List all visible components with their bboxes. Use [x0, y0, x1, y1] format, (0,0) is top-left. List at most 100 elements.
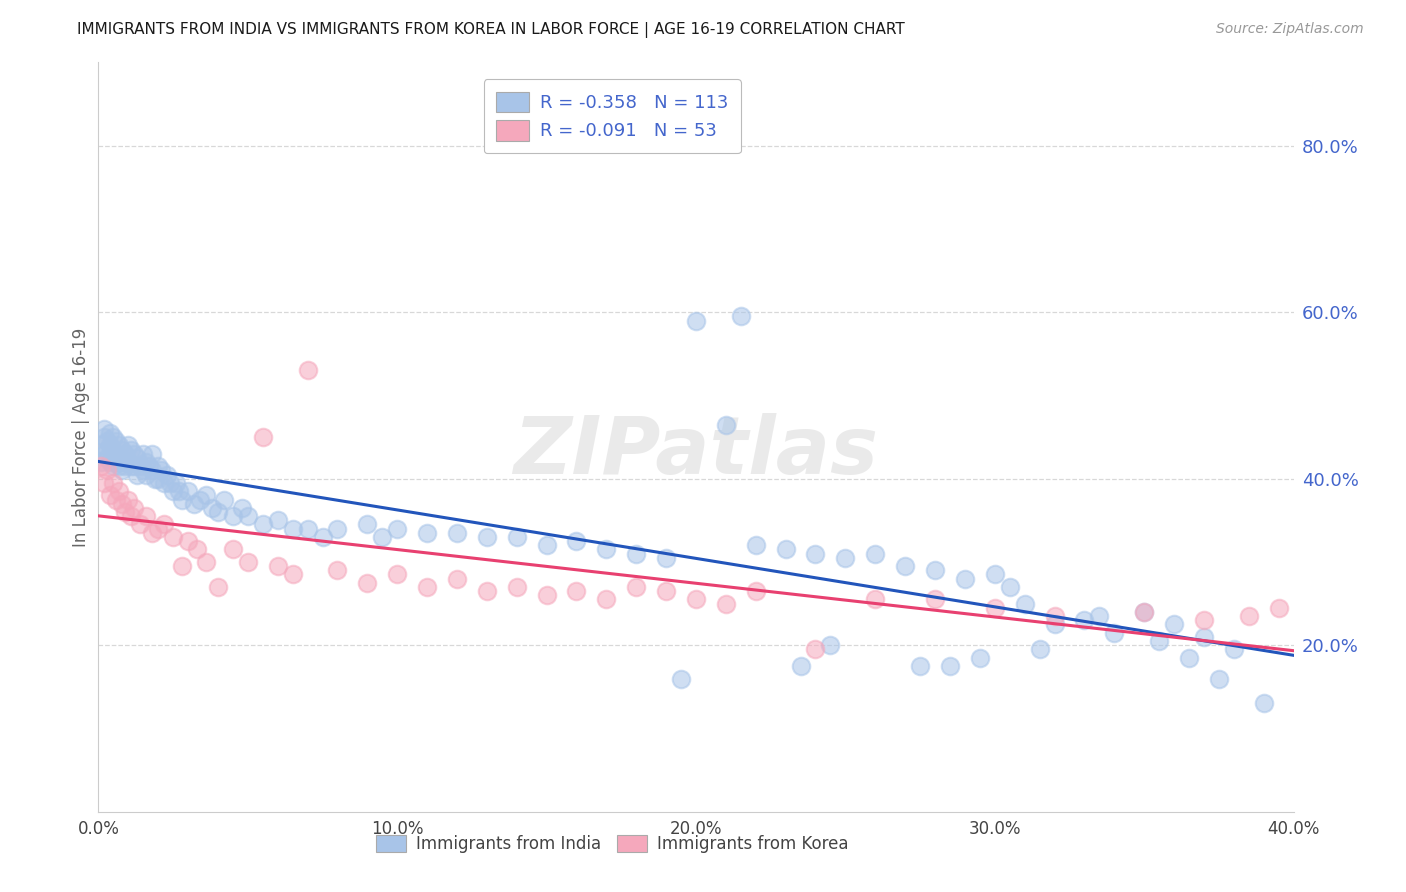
Point — [1192, 630, 1215, 644]
Text: Source: ZipAtlas.com: Source: ZipAtlas.com — [1216, 22, 1364, 37]
Point — [212, 492, 235, 507]
Y-axis label: In Labor Force | Age 16-19: In Labor Force | Age 16-19 — [72, 327, 90, 547]
Point — [626, 547, 648, 561]
Point — [1043, 617, 1066, 632]
Point — [416, 580, 439, 594]
Point — [93, 430, 115, 444]
Point — [385, 522, 409, 536]
Point — [953, 572, 976, 586]
Point — [127, 467, 149, 482]
Point — [655, 550, 678, 565]
Point — [111, 442, 134, 457]
Point — [908, 659, 931, 673]
Point — [117, 438, 139, 452]
Point — [120, 509, 142, 524]
Point — [1073, 613, 1095, 627]
Point — [143, 472, 166, 486]
Point — [252, 517, 274, 532]
Point — [865, 547, 887, 561]
Point — [201, 500, 224, 515]
Point — [894, 559, 917, 574]
Point — [96, 463, 118, 477]
Point — [96, 442, 118, 457]
Point — [124, 500, 146, 515]
Point — [129, 459, 152, 474]
Point — [132, 463, 155, 477]
Point — [105, 447, 128, 461]
Point — [105, 434, 128, 449]
Point — [998, 580, 1021, 594]
Point — [135, 467, 157, 482]
Point — [172, 559, 194, 574]
Point — [135, 455, 157, 469]
Point — [356, 517, 378, 532]
Point — [1163, 617, 1185, 632]
Point — [506, 530, 529, 544]
Point — [446, 572, 468, 586]
Point — [183, 497, 205, 511]
Point — [153, 475, 176, 490]
Point — [252, 430, 274, 444]
Point — [90, 455, 112, 469]
Point — [117, 492, 139, 507]
Point — [565, 534, 588, 549]
Point — [156, 467, 179, 482]
Point — [924, 563, 946, 577]
Point — [162, 484, 184, 499]
Point — [356, 575, 378, 590]
Point — [120, 459, 142, 474]
Point — [103, 459, 125, 474]
Point — [1104, 625, 1126, 640]
Point — [127, 450, 149, 465]
Point — [924, 592, 946, 607]
Point — [103, 430, 125, 444]
Point — [311, 530, 333, 544]
Point — [969, 650, 991, 665]
Legend: R = -0.358   N = 113, R = -0.091   N = 53: R = -0.358 N = 113, R = -0.091 N = 53 — [484, 79, 741, 153]
Point — [172, 492, 194, 507]
Point — [595, 542, 617, 557]
Point — [138, 459, 160, 474]
Point — [1223, 642, 1246, 657]
Point — [207, 580, 229, 594]
Point — [536, 538, 558, 552]
Point — [167, 484, 190, 499]
Point — [108, 484, 131, 499]
Text: ZIPatlas: ZIPatlas — [513, 413, 879, 491]
Point — [804, 547, 827, 561]
Point — [1178, 650, 1201, 665]
Point — [326, 522, 349, 536]
Point — [236, 555, 259, 569]
Point — [984, 567, 1007, 582]
Point — [1133, 605, 1156, 619]
Point — [222, 542, 245, 557]
Point — [297, 363, 319, 377]
Point — [1028, 642, 1050, 657]
Point — [1208, 672, 1230, 686]
Point — [108, 459, 131, 474]
Point — [96, 450, 118, 465]
Point — [153, 517, 176, 532]
Point — [714, 417, 737, 432]
Point — [775, 542, 797, 557]
Point — [371, 530, 394, 544]
Point — [1088, 609, 1111, 624]
Point — [231, 500, 253, 515]
Point — [1043, 609, 1066, 624]
Point — [669, 672, 692, 686]
Point — [150, 463, 173, 477]
Point — [939, 659, 962, 673]
Point — [124, 459, 146, 474]
Point — [132, 447, 155, 461]
Point — [475, 530, 498, 544]
Point — [267, 559, 290, 574]
Point — [1014, 597, 1036, 611]
Point — [475, 584, 498, 599]
Point — [93, 422, 115, 436]
Point — [111, 497, 134, 511]
Point — [1192, 613, 1215, 627]
Point — [124, 447, 146, 461]
Point — [103, 475, 125, 490]
Point — [117, 455, 139, 469]
Point — [141, 463, 163, 477]
